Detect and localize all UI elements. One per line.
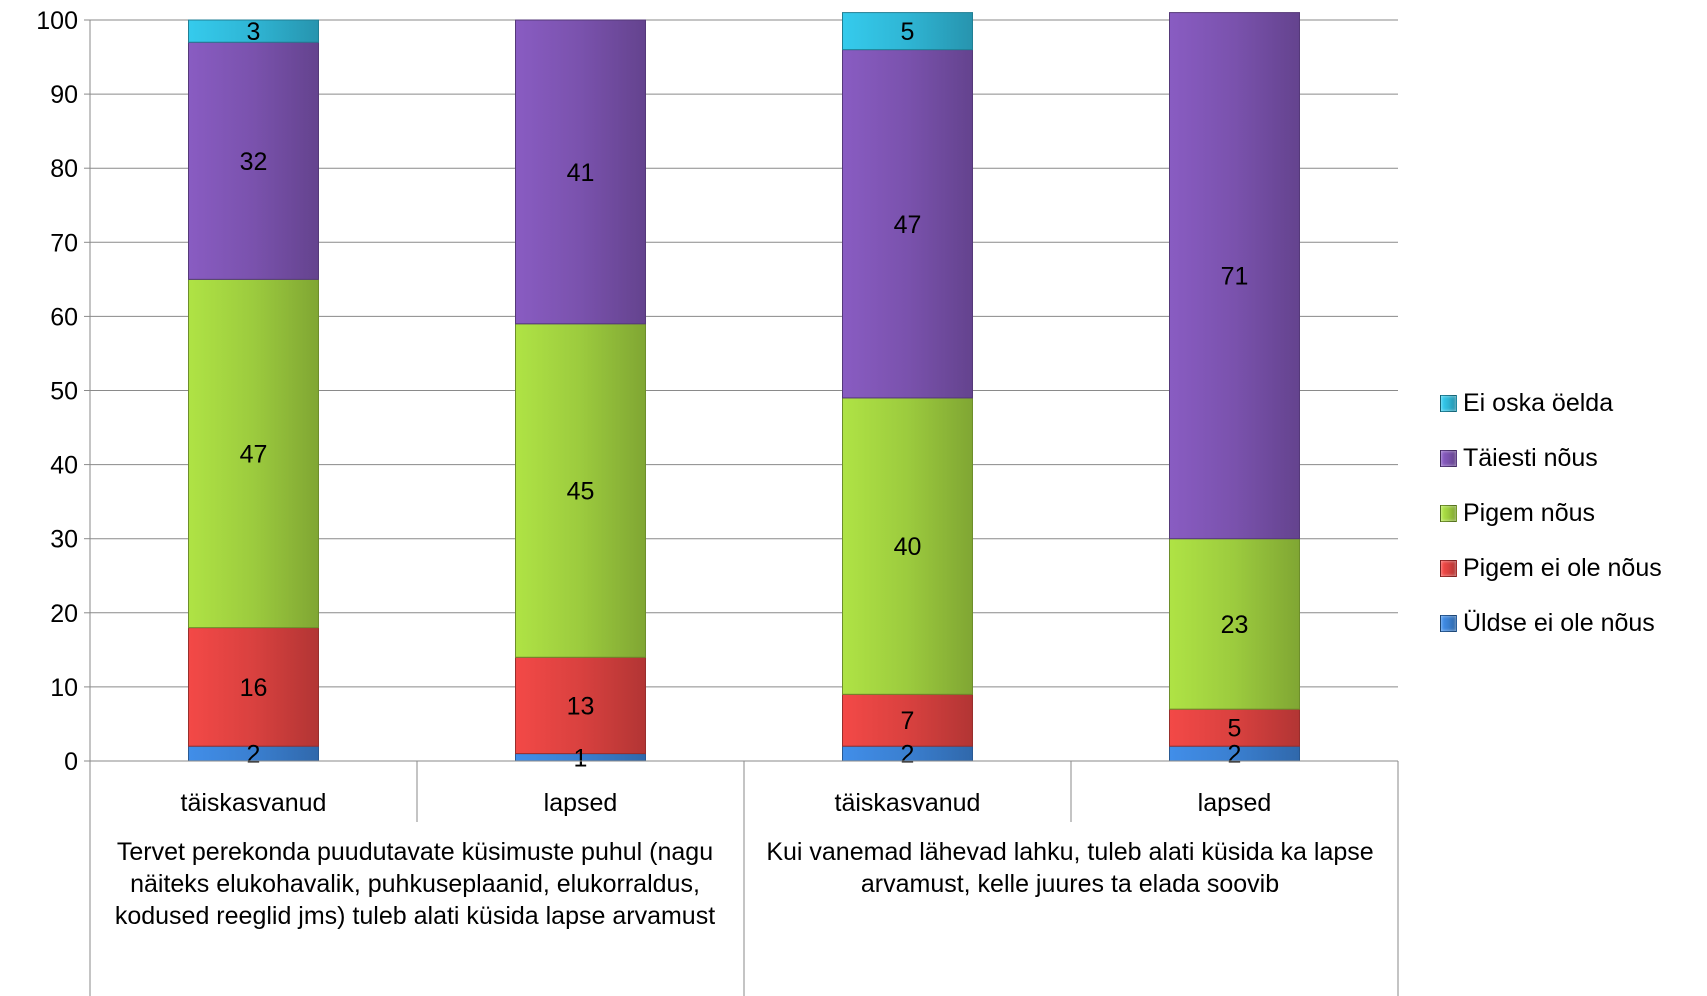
legend-label: Täiesti nõus (1463, 444, 1598, 472)
bar-segment (842, 12, 973, 51)
legend-item: Pigem ei ole nõus (1440, 541, 1662, 596)
bar-segment (842, 693, 973, 747)
data-label: 5 (1228, 715, 1242, 743)
data-label: 16 (240, 674, 268, 702)
bar-stacks (188, 12, 1300, 762)
bar-segment (1169, 12, 1300, 540)
data-label: 2 (901, 741, 915, 769)
axes (84, 19, 1399, 996)
data-label: 41 (567, 159, 595, 187)
data-label: 47 (894, 211, 922, 239)
legend-swatch (1440, 505, 1457, 522)
y-tick-label: 90 (50, 81, 78, 109)
category-label: täiskasvanud (835, 789, 981, 817)
y-tick-label: 10 (50, 674, 78, 702)
legend-label: Üldse ei ole nõus (1463, 609, 1655, 637)
legend-item: Täiesti nõus (1440, 431, 1662, 486)
data-label: 40 (894, 533, 922, 561)
group-label: Kui vanemad lähevad lahku, tuleb alati k… (766, 838, 1374, 898)
bar-segment (1169, 708, 1300, 747)
legend-item: Pigem nõus (1440, 486, 1662, 541)
category-label: lapsed (1198, 789, 1272, 817)
bar-segment (1169, 538, 1300, 710)
bar-segment (188, 41, 319, 280)
bar-segment (515, 19, 646, 325)
group-label: Tervet perekonda puudutavate küsimuste p… (114, 838, 716, 930)
legend-label: Pigem ei ole nõus (1463, 554, 1662, 582)
data-label: 7 (901, 707, 915, 735)
bar-segment (515, 656, 646, 755)
data-label: 1 (574, 744, 588, 772)
y-tick-label: 80 (50, 155, 78, 183)
data-label: 71 (1221, 263, 1249, 291)
y-tick-label: 60 (50, 303, 78, 331)
data-label: 45 (567, 478, 595, 506)
data-label: 3 (247, 18, 261, 46)
legend-swatch (1440, 560, 1457, 577)
y-tick-label: 0 (64, 748, 78, 776)
y-axis-tick-labels: 0 10 20 30 40 50 60 70 80 90 100 (36, 7, 78, 776)
bar-segment (188, 627, 319, 747)
legend-label: Ei oska öelda (1463, 389, 1614, 417)
data-label: 5 (901, 18, 915, 46)
data-label: 2 (247, 741, 261, 769)
category-label: lapsed (544, 789, 618, 817)
y-tick-label: 100 (36, 7, 78, 35)
y-tick-label: 30 (50, 526, 78, 554)
bar-segment (188, 278, 319, 629)
y-tick-label: 70 (50, 229, 78, 257)
bar-segment (188, 19, 319, 43)
legend: Ei oska öelda Täiesti nõus Pigem nõus Pi… (1440, 376, 1662, 651)
y-tick-label: 40 (50, 452, 78, 480)
y-tick-label: 50 (50, 378, 78, 406)
bar-segment (842, 397, 973, 695)
legend-item: Ei oska öelda (1440, 376, 1662, 431)
data-label: 13 (567, 692, 595, 720)
data-label: 23 (1221, 611, 1249, 639)
legend-swatch (1440, 450, 1457, 467)
y-tick-label: 20 (50, 600, 78, 628)
legend-item: Üldse ei ole nõus (1440, 596, 1662, 651)
legend-swatch (1440, 615, 1457, 632)
data-label: 2 (1228, 741, 1242, 769)
legend-swatch (1440, 395, 1457, 412)
bar-segment (842, 49, 973, 399)
legend-label: Pigem nõus (1463, 499, 1596, 527)
category-labels: täiskasvanud lapsed täiskasvanud lapsed (181, 789, 1272, 817)
data-label: 32 (240, 148, 268, 176)
category-label: täiskasvanud (181, 789, 327, 817)
data-label: 47 (240, 440, 268, 468)
bar-segment (515, 323, 646, 658)
